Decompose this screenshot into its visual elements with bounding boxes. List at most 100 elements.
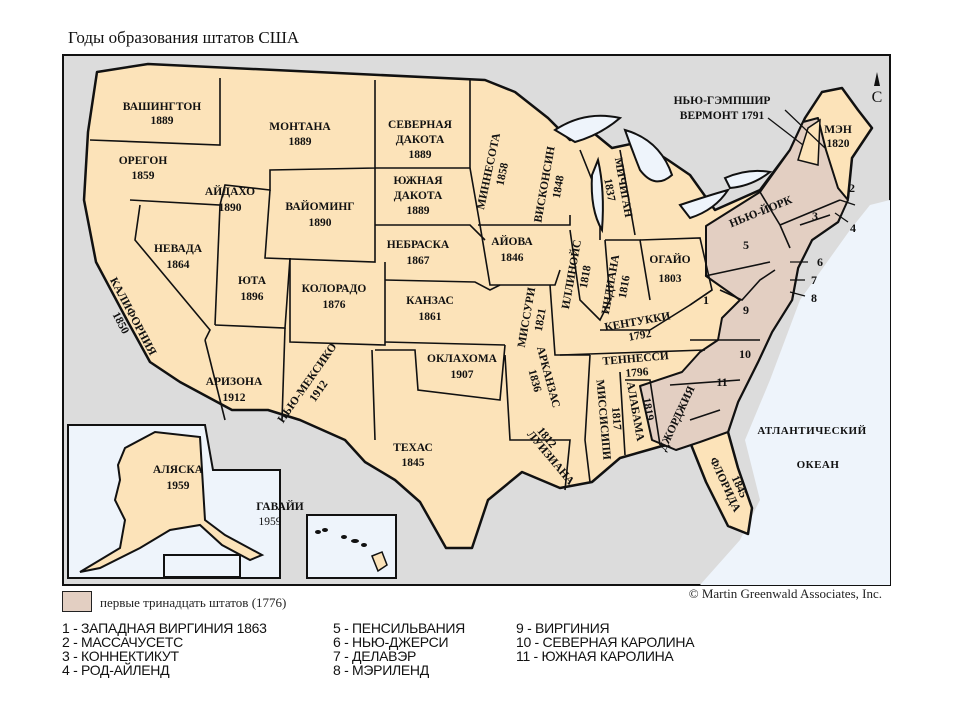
legend-item: 4 - РОД-АЙЛЕНД (62, 662, 170, 678)
legend-item: 2 - МАССАЧУСЕТС (62, 634, 183, 650)
year-oregon: 1859 (132, 170, 155, 182)
year-alaska: 1959 (167, 480, 190, 492)
label-texas: ТЕХАС (393, 442, 433, 454)
year-nebraska: 1867 (407, 255, 430, 267)
lake-ontario (723, 169, 773, 190)
label-alaska: АЛЯСКА (153, 464, 204, 476)
legend-item: 7 - ДЕЛАВЭР (333, 648, 417, 664)
atlantic-ocean (700, 200, 890, 585)
year-illinois: 1818 (578, 264, 594, 289)
year-wyoming: 1890 (309, 217, 332, 229)
number-11: 11 (716, 375, 727, 389)
legend-item: 6 - НЬЮ-ДЖЕРСИ (333, 634, 449, 650)
year-michigan: 1837 (601, 178, 617, 203)
copyright: © Martin Greenwald Associates, Inc. (688, 586, 882, 601)
number-6: 6 (817, 255, 823, 269)
lake-huron (623, 128, 674, 183)
alaska-shape (79, 430, 265, 573)
year-minnesota: 1858 (494, 162, 511, 187)
label-colorado: КОЛОРАДО (302, 283, 367, 295)
swatch-label: первые тринадцать штатов (1776) (100, 595, 287, 610)
lake-superior (553, 114, 623, 144)
lake-michigan (590, 156, 604, 234)
number-8: 8 (811, 291, 817, 305)
year-colorado: 1876 (323, 299, 346, 311)
legend-item: 1 - ЗАПАДНАЯ ВИРГИНИЯ 1863 (62, 620, 267, 636)
year-arizona: 1912 (223, 392, 246, 404)
number-7: 7 (811, 273, 817, 287)
legend-column-3: 9 - ВИРГИНИЯ 10 - СЕВЕРНАЯ КАРОЛИНА 11 -… (516, 621, 695, 664)
label-kansas: КАНЗАС (406, 295, 454, 307)
label-oregon: ОРЕГОН (119, 155, 168, 167)
label-new-hampshire: НЬЮ-ГЭМПШИР (674, 95, 771, 107)
year-washington: 1889 (151, 115, 174, 127)
label-washington: ВАШИНГТОН (123, 101, 202, 113)
year-texas: 1845 (402, 457, 425, 469)
label-iowa: АЙОВА (491, 234, 533, 248)
legend-item: 5 - ПЕНСИЛЬВАНИЯ (333, 620, 465, 636)
label-north-dakota: СЕВЕРНАЯ (388, 119, 453, 131)
number-4: 4 (850, 221, 856, 235)
label-tennessee: ТЕННЕССИ (602, 350, 669, 368)
number-10: 10 (739, 347, 751, 361)
year-kentucky: 1792 (628, 328, 653, 344)
year-utah: 1896 (241, 291, 264, 303)
lake-erie (678, 188, 731, 220)
great-lakes (553, 114, 773, 234)
label-nebraska: НЕБРАСКА (387, 239, 450, 251)
year-north-dakota: 1889 (409, 149, 432, 161)
year-south-dakota: 1889 (407, 205, 430, 217)
year-alabama: 1819 (640, 397, 656, 422)
original-states-swatch (62, 591, 92, 612)
aleutian-inset (163, 554, 241, 578)
number-5: 5 (743, 238, 749, 252)
label-vermont: ВЕРМОНТ 1791 (680, 110, 765, 122)
year-arkansas: 1836 (526, 368, 544, 394)
year-iowa: 1846 (501, 252, 524, 264)
label-maine: МЭН (824, 124, 852, 136)
year-kansas: 1861 (419, 311, 442, 323)
label-hawaii: ГАВАЙИ (256, 499, 304, 513)
year-missouri: 1821 (533, 307, 549, 332)
year-ohio: 1803 (659, 273, 682, 285)
legend-item: 10 - СЕВЕРНАЯ КАРОЛИНА (516, 634, 695, 650)
label-north-dakota-2: ДАКОТА (396, 134, 445, 146)
vermont-shape (797, 118, 821, 166)
state-borders (89, 78, 841, 491)
label-oklahoma: ОКЛАХОМА (427, 353, 498, 365)
year-nevada: 1864 (167, 259, 190, 271)
year-oklahoma: 1907 (451, 369, 474, 381)
year-wisconsin: 1848 (551, 174, 567, 199)
label-ocean: ОКЕАН (797, 459, 840, 471)
hawaii-islands (315, 528, 388, 573)
legend-column-1: 1 - ЗАПАДНАЯ ВИРГИНИЯ 1863 2 - МАССАЧУСЕ… (62, 621, 267, 677)
label-idaho: АЙДАХО (205, 184, 255, 198)
north-label: С (872, 89, 883, 106)
label-wyoming: ВАЙОМИНГ (285, 199, 354, 213)
number-9: 9 (743, 303, 749, 317)
legend-item: 3 - КОННЕКТИКУТ (62, 648, 179, 664)
year-indiana: 1816 (617, 274, 633, 299)
label-atlantic: АТЛАНТИЧЕСКИЙ (757, 425, 866, 437)
year-hawaii: 1959 (259, 516, 282, 528)
map-title: Годы образования штатов США (68, 28, 300, 47)
label-arizona: АРИЗОНА (206, 376, 263, 388)
year-maine: 1820 (827, 138, 850, 150)
number-2: 2 (849, 181, 855, 195)
label-montana: МОНТАНА (269, 121, 331, 133)
legend-item: 11 - ЮЖНАЯ КАРОЛИНА (516, 648, 674, 664)
label-utah: ЮТА (238, 275, 267, 287)
label-south-dakota: ЮЖНАЯ (393, 175, 443, 187)
legend-column-2: 5 - ПЕНСИЛЬВАНИЯ 6 - НЬЮ-ДЖЕРСИ 7 - ДЕЛА… (333, 621, 465, 677)
leader-lines (767, 109, 856, 297)
legend-item: 8 - МЭРИЛЕНД (333, 662, 429, 678)
label-ohio: ОГАЙО (649, 252, 690, 266)
year-tennessee: 1796 (625, 366, 649, 380)
original-thirteen-states (639, 117, 849, 451)
state-numbers: 1 2 3 4 5 6 7 8 9 10 11 (703, 181, 856, 389)
label-south-dakota-2: ДАКОТА (394, 190, 443, 202)
year-mississippi: 1817 (609, 407, 623, 431)
north-arrow-icon (874, 72, 880, 86)
number-3: 3 (812, 209, 818, 223)
